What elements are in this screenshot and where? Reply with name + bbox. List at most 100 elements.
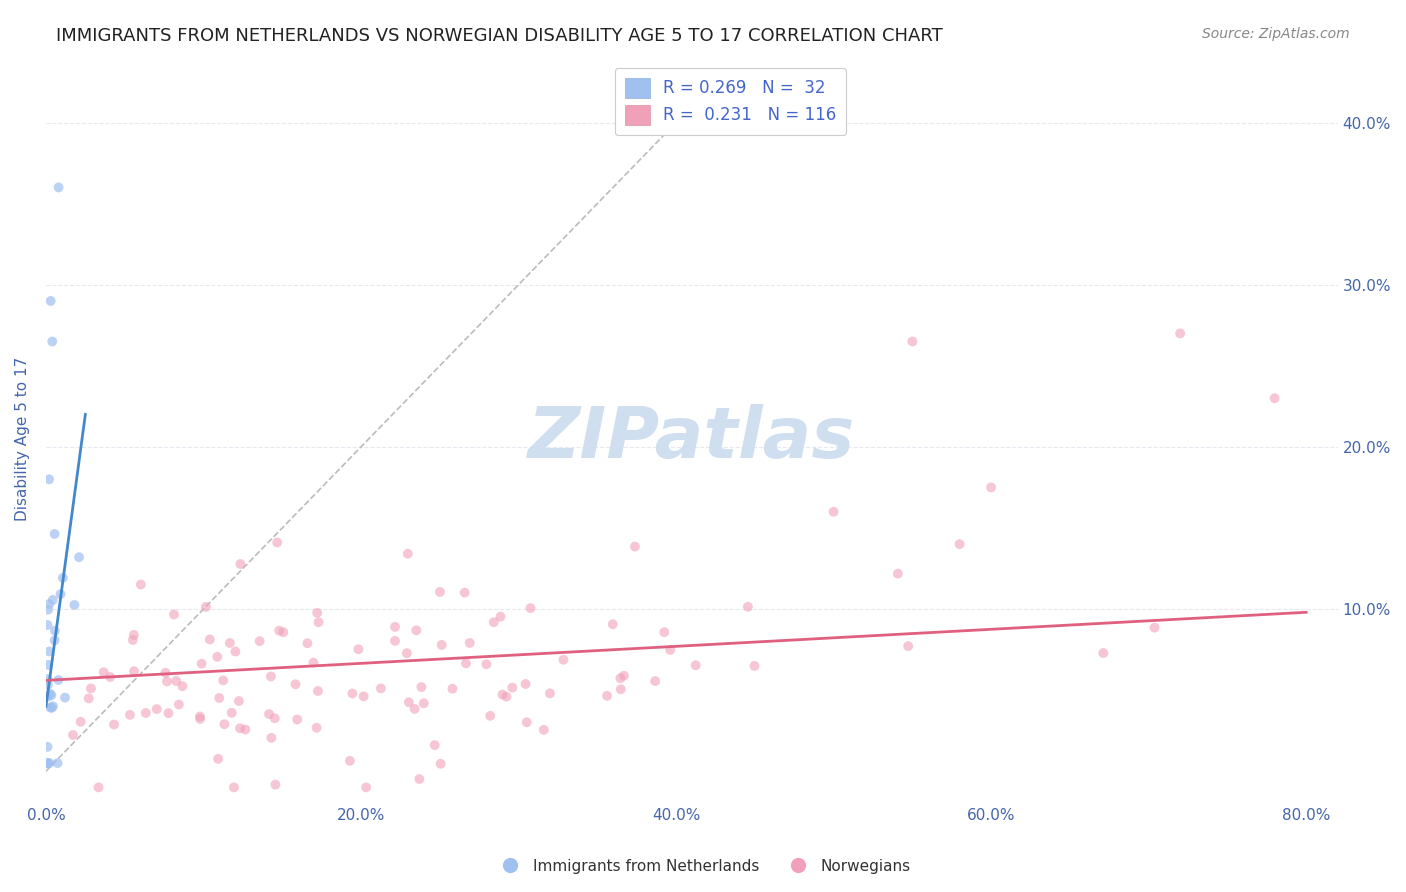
Point (1264, 391, 1286, 405)
Point (596, 689, 619, 703)
Point (744, 659, 766, 673)
Point (229, 557, 252, 571)
Point (901, 334, 924, 349)
Point (37, 618, 59, 632)
Point (44, 527, 66, 541)
Point (48, 180, 70, 194)
Point (454, 657, 477, 671)
Point (172, 679, 194, 693)
Point (897, 639, 920, 653)
Point (347, 642, 370, 657)
Point (222, 780, 245, 795)
Text: ZIPatlas: ZIPatlas (529, 404, 855, 474)
Point (38, 756, 60, 770)
Point (42, 593, 65, 607)
Point (273, 625, 295, 640)
Point (37, 690, 59, 704)
Point (307, 606, 329, 620)
Point (302, 656, 325, 670)
Point (188, 709, 211, 723)
Point (685, 658, 707, 673)
Point (479, 708, 502, 723)
Point (37, 756, 59, 770)
Point (37, 756, 59, 770)
Point (398, 695, 420, 709)
Point (458, 636, 481, 650)
Point (41, 334, 63, 349)
Point (610, 682, 633, 697)
Point (284, 677, 307, 691)
Point (423, 738, 446, 752)
Point (156, 674, 179, 689)
Point (98, 670, 121, 684)
Point (44, 624, 66, 638)
Point (63, 598, 86, 612)
Point (37, 678, 59, 692)
Point (411, 680, 433, 694)
Point (103, 717, 125, 731)
Point (1092, 646, 1115, 660)
Point (263, 711, 285, 725)
Point (48, 673, 70, 687)
Point (475, 657, 498, 672)
Point (602, 617, 624, 632)
Point (516, 715, 538, 730)
Point (37, 739, 59, 754)
Point (39, 687, 62, 701)
Point (538, 686, 561, 700)
Point (519, 601, 541, 615)
Point (77, 691, 100, 706)
Point (429, 756, 451, 771)
Point (501, 681, 523, 695)
Point (823, 505, 845, 519)
Point (212, 673, 235, 688)
Point (260, 669, 283, 683)
Point (42, 699, 65, 714)
Point (533, 723, 555, 737)
Text: IMMIGRANTS FROM NETHERLANDS VS NORWEGIAN DISABILITY AGE 5 TO 17 CORRELATION CHAR: IMMIGRANTS FROM NETHERLANDS VS NORWEGIAN… (56, 27, 943, 45)
Point (266, 535, 288, 549)
Point (37, 657, 59, 672)
Point (235, 723, 257, 737)
Point (53, 690, 76, 705)
Point (948, 537, 970, 551)
Point (412, 696, 434, 710)
Point (39, 700, 62, 714)
Point (229, 721, 252, 735)
Point (454, 585, 477, 599)
Point (405, 624, 427, 638)
Point (308, 615, 330, 630)
Point (652, 625, 675, 640)
Point (396, 547, 419, 561)
Point (67, 550, 90, 565)
Point (208, 691, 231, 706)
Point (980, 480, 1002, 494)
Point (167, 698, 190, 712)
Point (221, 706, 243, 720)
Point (38, 597, 60, 611)
Point (613, 669, 636, 683)
Point (395, 646, 418, 660)
Point (370, 681, 392, 696)
Point (37, 602, 59, 616)
Point (495, 690, 517, 704)
Point (62, 728, 84, 742)
Point (44, 633, 66, 648)
Point (188, 712, 211, 726)
Point (624, 540, 647, 554)
Point (887, 566, 910, 581)
Point (659, 643, 682, 657)
Point (384, 633, 406, 648)
Point (146, 702, 169, 716)
Point (305, 721, 328, 735)
Point (228, 694, 250, 708)
Point (49, 587, 72, 601)
Point (122, 628, 145, 642)
Point (39, 293, 62, 308)
Point (46, 756, 69, 770)
Point (257, 707, 280, 722)
Point (38, 644, 60, 658)
Point (1168, 326, 1191, 341)
Point (515, 677, 537, 691)
Point (342, 686, 364, 700)
